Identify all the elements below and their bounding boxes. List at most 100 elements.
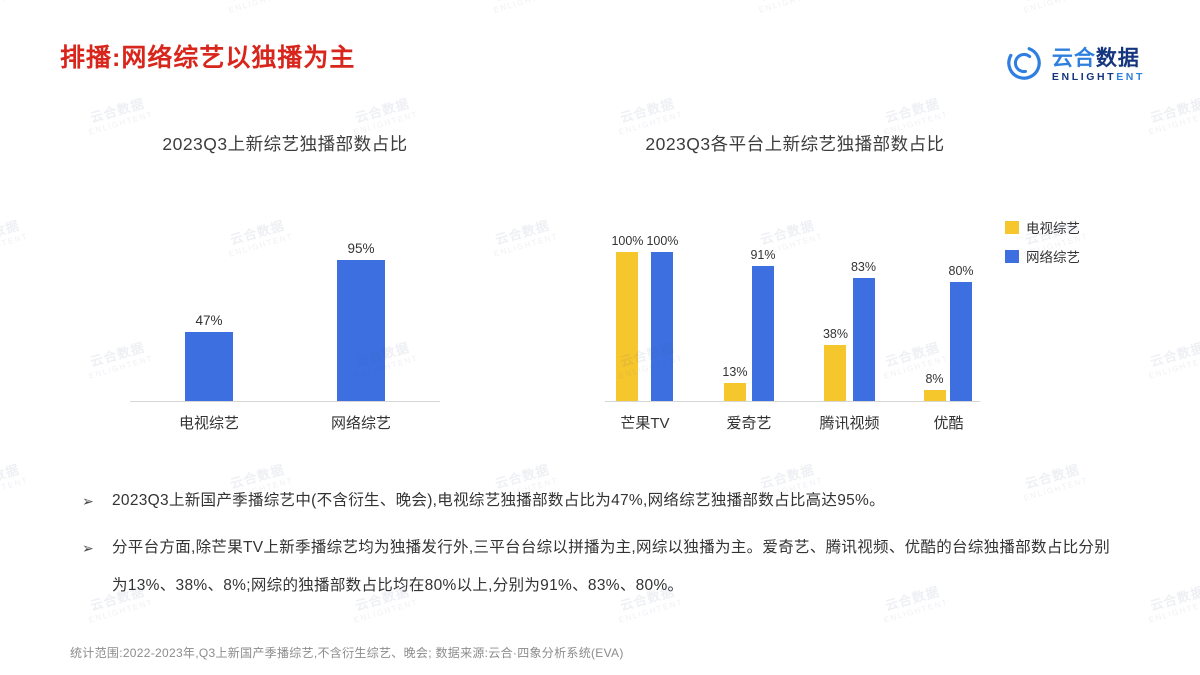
watermark-cn: 云合数据 bbox=[883, 95, 942, 126]
bar-rect bbox=[852, 277, 875, 402]
bar: 95% bbox=[337, 241, 385, 402]
bar-group: 100% 100% 芒果TV bbox=[611, 234, 678, 434]
watermark-cn: 云合数据 bbox=[353, 95, 412, 126]
watermark-en: ENLIGHTENT bbox=[1022, 0, 1090, 15]
charts-row: 2023Q3上新综艺独播部数占比 47% 电视综艺 95% 网络综艺 2023Q3各平… bbox=[70, 132, 1150, 442]
category-label: 芒果TV bbox=[620, 415, 670, 432]
bar: 91% bbox=[750, 247, 776, 402]
bullet-list: ➢ 2023Q3上新国产季播综艺中(不含衍生、晚会),电视综艺独播部数占比为47… bbox=[82, 482, 1122, 614]
bar-rect bbox=[923, 390, 946, 402]
bar-cluster: 95% bbox=[337, 241, 385, 402]
watermark-en: ENLIGHTENT bbox=[227, 0, 295, 15]
bar: 8% bbox=[923, 372, 946, 402]
bar: 47% bbox=[184, 312, 233, 402]
brand-name-en: ENLIGHTENT bbox=[1051, 71, 1145, 84]
watermark-cn: 云合数据 bbox=[1148, 95, 1200, 126]
brand-logo: 云合数据 ENLIGHTENT bbox=[1005, 44, 1145, 87]
category-label: 腾讯视频 bbox=[819, 415, 880, 432]
bar-group: 13% 91% 爱奇艺 bbox=[722, 248, 775, 435]
watermark-en: ENLIGHTENT bbox=[1147, 109, 1200, 137]
category-label: 网络综艺 bbox=[331, 415, 392, 432]
bar-group: 47% 电视综艺 bbox=[179, 313, 239, 435]
bar-rect bbox=[751, 265, 774, 402]
chart-title-right: 2023Q3各平台上新综艺独播部数占比 bbox=[645, 134, 945, 154]
watermark-en: ENLIGHTENT bbox=[0, 0, 30, 15]
page-title: 排播:网络综艺以独播为主 bbox=[60, 44, 356, 72]
watermark-cn: 云合数据 bbox=[487, 0, 556, 6]
watermark-cn: 云合数据 bbox=[222, 0, 291, 6]
category-label: 优酷 bbox=[933, 415, 964, 432]
bar-value-label: 83% bbox=[850, 259, 877, 274]
bar-rect bbox=[950, 282, 973, 402]
brand-name-cn: 云合数据 bbox=[1051, 46, 1140, 70]
watermark-en: ENLIGHTENT bbox=[1147, 597, 1200, 625]
bar-rect bbox=[824, 345, 847, 402]
category-label: 电视综艺 bbox=[178, 415, 239, 432]
bullet-item: ➢ 分平台方面,除芒果TV上新季播综艺均为独播发行外,三平台台综以拼播为主,网综… bbox=[82, 529, 1122, 605]
watermark-cn: 云合数据 bbox=[88, 95, 147, 126]
category-label: 爱奇艺 bbox=[726, 415, 772, 432]
watermark-en: ENLIGHTENT bbox=[492, 0, 560, 15]
bar-group: 95% 网络综艺 bbox=[331, 241, 391, 435]
bullet-arrow-icon: ➢ bbox=[82, 493, 94, 509]
bullet-arrow-icon: ➢ bbox=[82, 540, 94, 556]
watermark-cn: 云合数据 bbox=[618, 95, 677, 126]
bar-rect bbox=[651, 252, 674, 402]
watermark-cn: 云合数据 bbox=[1017, 0, 1086, 6]
bar: 13% bbox=[722, 364, 748, 402]
watermark-cn: 云合数据 bbox=[752, 0, 821, 6]
watermark-en: ENLIGHTENT bbox=[757, 0, 825, 15]
bar-cluster: 100% 100% bbox=[611, 234, 678, 402]
brand-logo-icon bbox=[1005, 44, 1043, 87]
bar-cluster: 38% 83% bbox=[822, 259, 877, 402]
bar-value-label: 80% bbox=[948, 264, 974, 278]
bar-value-label: 91% bbox=[750, 247, 776, 262]
bar: 83% bbox=[850, 259, 877, 402]
bar-group: 8% 80% 优酷 bbox=[923, 264, 974, 434]
bar-rect bbox=[616, 252, 639, 402]
watermark-cn: 云合数据 bbox=[0, 461, 22, 492]
bar-value-label: 8% bbox=[925, 372, 944, 386]
footer-note: 统计范围:2022-2023年,Q3上新国产季播综艺,不含衍生综艺、晚会; 数据… bbox=[70, 646, 624, 660]
watermark-en: ENLIGHTENT bbox=[0, 231, 30, 259]
legend-swatch bbox=[1005, 220, 1019, 234]
bar-cluster: 8% 80% bbox=[923, 264, 974, 402]
bar-group: 38% 83% 腾讯视频 bbox=[819, 260, 879, 435]
bar-value-label: 100% bbox=[611, 234, 644, 248]
bar-rect bbox=[337, 259, 385, 402]
chart-overall-exclusive: 2023Q3上新综艺独播部数占比 47% 电视综艺 95% 网络综艺 bbox=[70, 132, 500, 442]
brand-logo-text: 云合数据 ENLIGHTENT bbox=[1051, 46, 1145, 84]
watermark-cn: 云合数据 bbox=[0, 0, 27, 6]
legend-item: 电视综艺 bbox=[1005, 217, 1080, 237]
bar-value-label: 38% bbox=[822, 327, 848, 341]
legend-item: 网络综艺 bbox=[1005, 246, 1080, 266]
watermark-cn: 云合数据 bbox=[0, 217, 22, 248]
legend-label: 网络综艺 bbox=[1026, 250, 1080, 265]
bar-rect bbox=[723, 382, 746, 402]
bullet-item: ➢ 2023Q3上新国产季播综艺中(不含衍生、晚会),电视综艺独播部数占比为47… bbox=[82, 482, 1122, 520]
bar-value-label: 100% bbox=[646, 234, 679, 248]
chart-legend: 电视综艺网络综艺 bbox=[1005, 217, 1080, 275]
watermark-cn: 云合数据 bbox=[1148, 583, 1200, 614]
chart-title-left: 2023Q3上新综艺独播部数占比 bbox=[162, 134, 408, 154]
chart-platform-exclusive: 2023Q3各平台上新综艺独播部数占比 电视综艺网络综艺 100% 100% 芒果T… bbox=[500, 132, 1150, 442]
bar-cluster: 47% bbox=[184, 312, 233, 402]
bar-value-label: 13% bbox=[722, 364, 748, 379]
bar-plot-left: 47% 电视综艺 95% 网络综艺 bbox=[130, 234, 440, 434]
bar-value-label: 47% bbox=[195, 312, 223, 328]
watermark-en: ENLIGHTENT bbox=[0, 475, 30, 503]
